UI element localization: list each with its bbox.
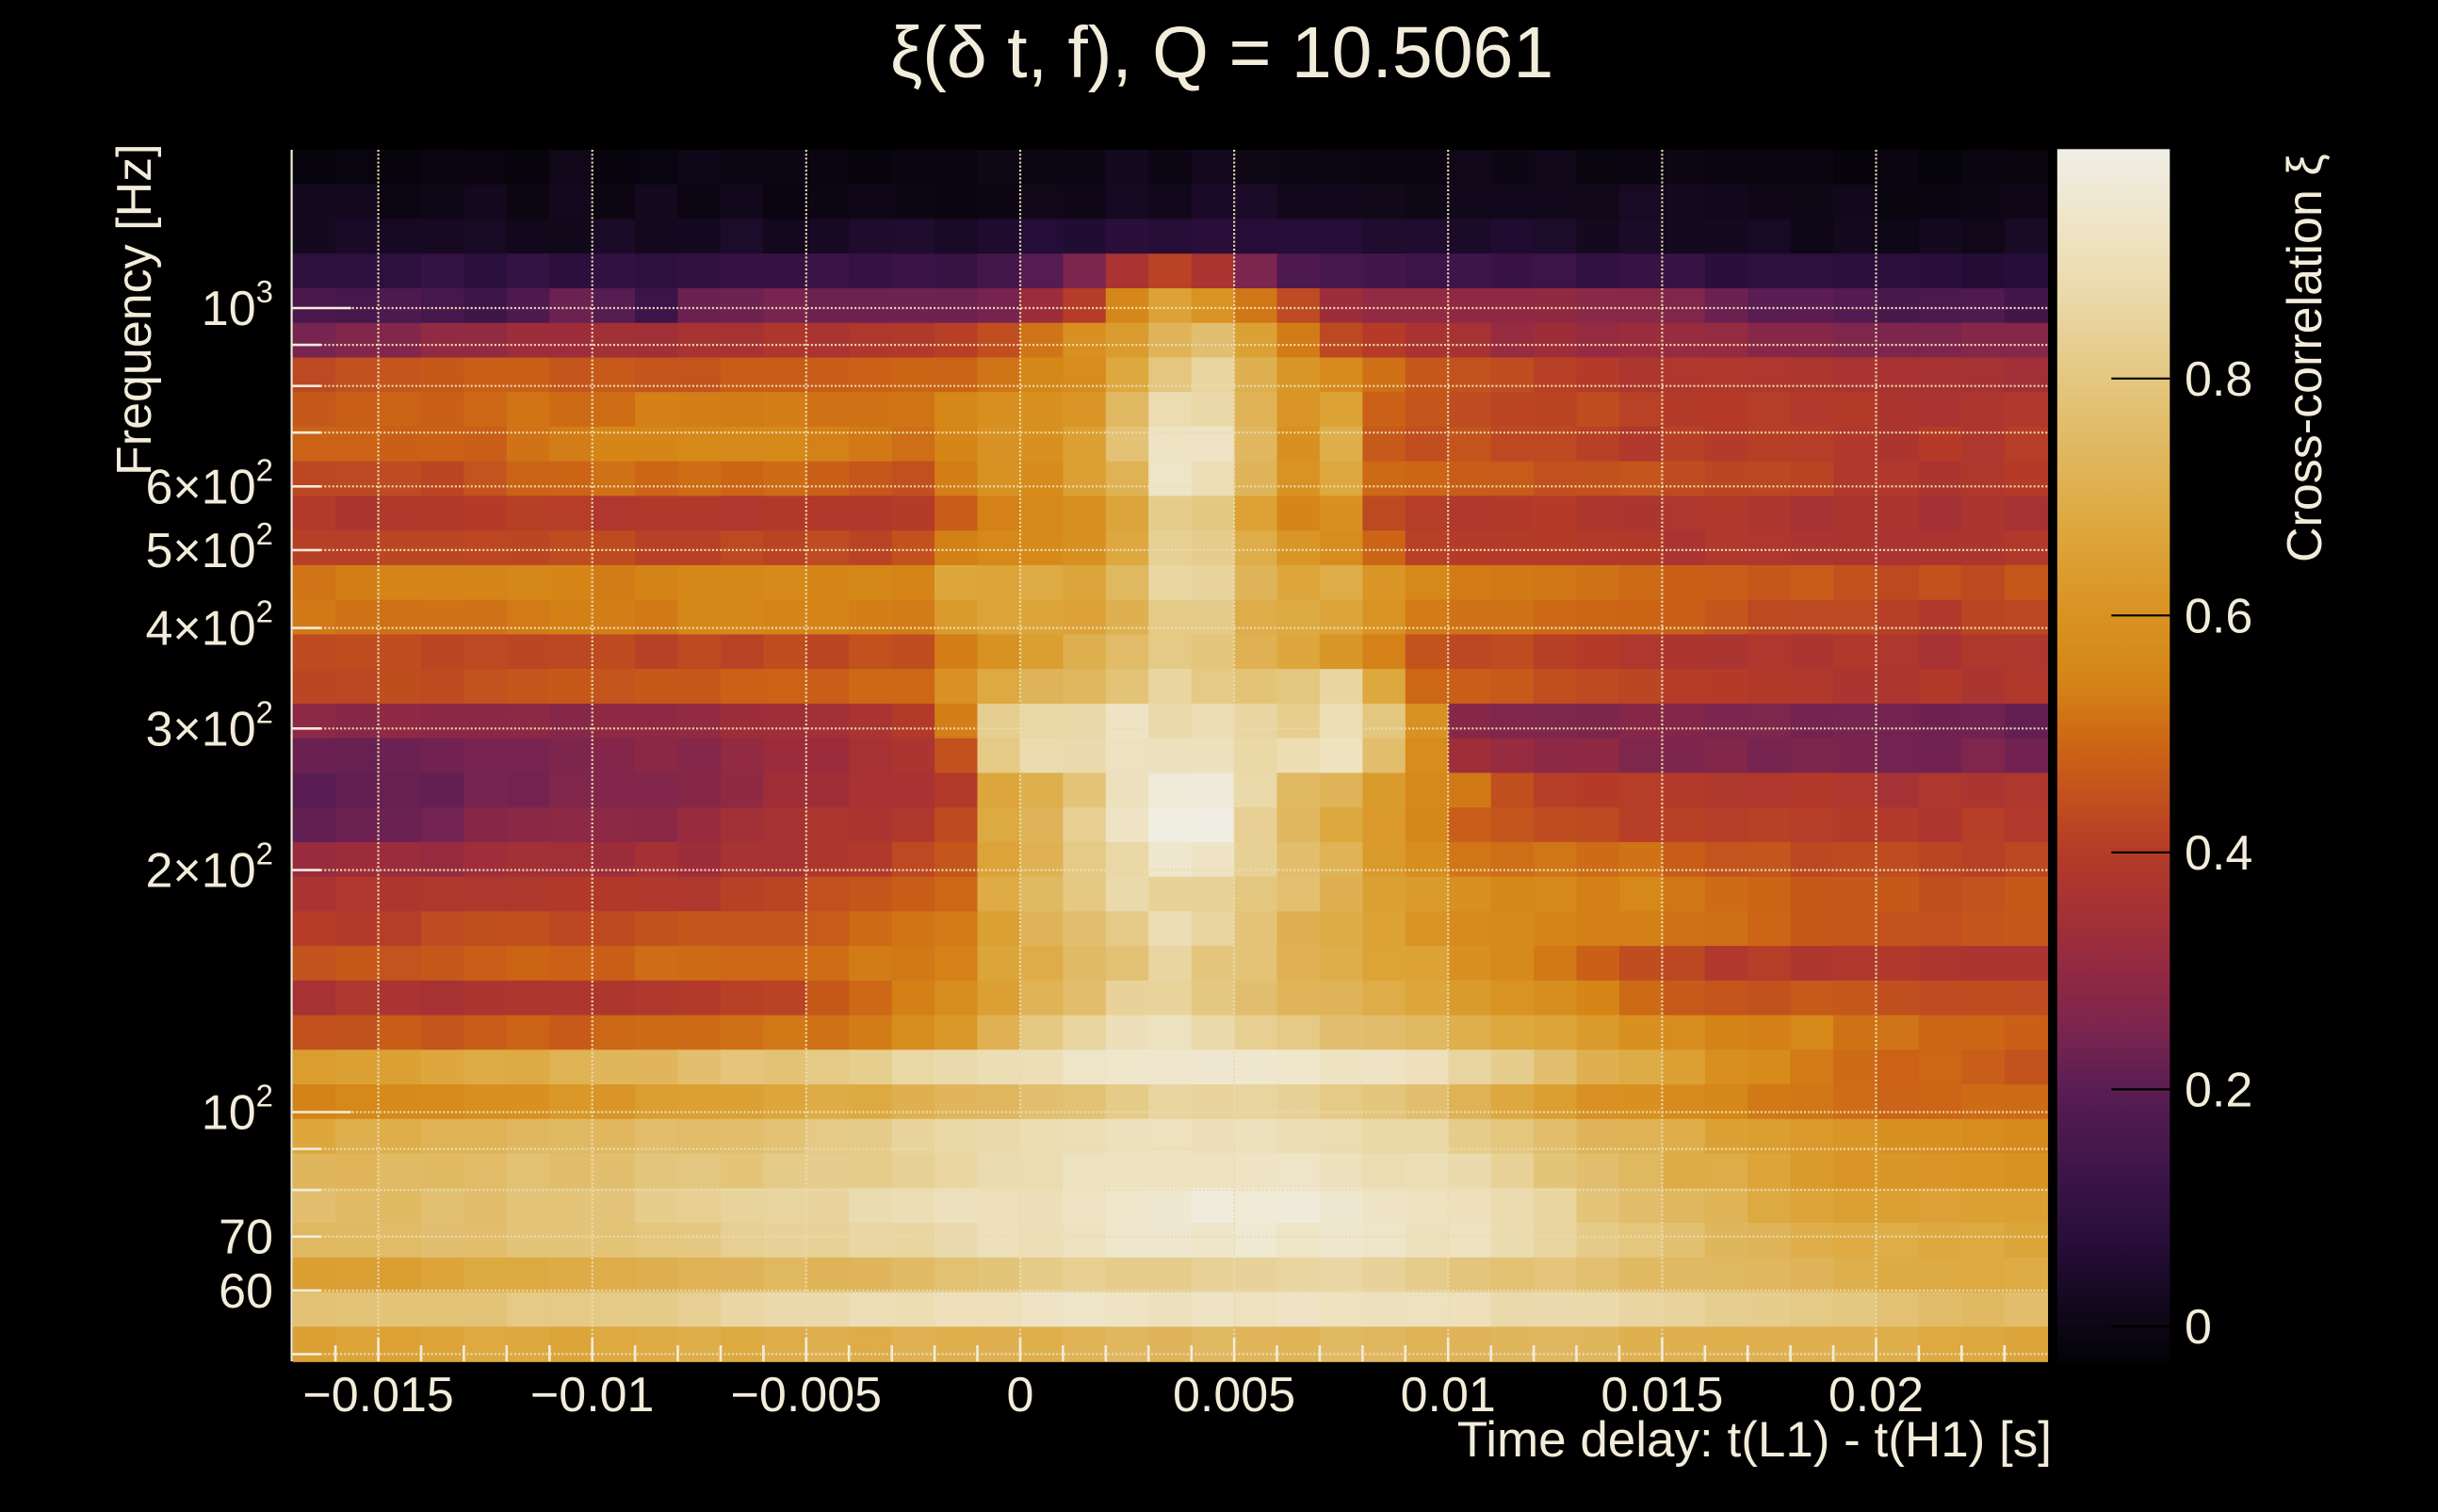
- svg-text:102: 102: [202, 1079, 273, 1141]
- svg-text:5×102: 5×102: [146, 516, 274, 578]
- svg-text:Frequency [Hz]: Frequency [Hz]: [107, 143, 162, 476]
- svg-text:Cross-correlation ξ: Cross-correlation ξ: [2278, 154, 2332, 562]
- svg-text:−0.01: −0.01: [530, 1368, 655, 1423]
- svg-text:4×102: 4×102: [146, 594, 274, 657]
- svg-text:0.2: 0.2: [2185, 1063, 2252, 1117]
- svg-text:0: 0: [2185, 1300, 2212, 1355]
- svg-text:0: 0: [1007, 1368, 1034, 1423]
- svg-text:Time delay: t(L1) - t(H1) [s]: Time delay: t(L1) - t(H1) [s]: [1457, 1412, 2052, 1468]
- svg-text:0.4: 0.4: [2185, 826, 2252, 881]
- svg-text:60: 60: [219, 1264, 273, 1319]
- svg-text:0.015: 0.015: [1601, 1368, 1723, 1423]
- svg-text:3×102: 3×102: [146, 694, 274, 756]
- svg-text:−0.005: −0.005: [731, 1368, 883, 1423]
- svg-text:0.8: 0.8: [2185, 352, 2252, 407]
- svg-text:0.005: 0.005: [1173, 1368, 1295, 1423]
- svg-text:0.02: 0.02: [1828, 1368, 1924, 1423]
- svg-text:0.01: 0.01: [1401, 1368, 1496, 1423]
- svg-text:−0.015: −0.015: [302, 1368, 454, 1423]
- svg-text:70: 70: [219, 1211, 273, 1265]
- svg-text:6×102: 6×102: [146, 452, 274, 514]
- svg-text:ξ(δ t, f), Q = 10.5061: ξ(δ t, f), Q = 10.5061: [890, 12, 1553, 93]
- svg-text:0.6: 0.6: [2185, 589, 2252, 643]
- svg-text:2×102: 2×102: [146, 837, 274, 899]
